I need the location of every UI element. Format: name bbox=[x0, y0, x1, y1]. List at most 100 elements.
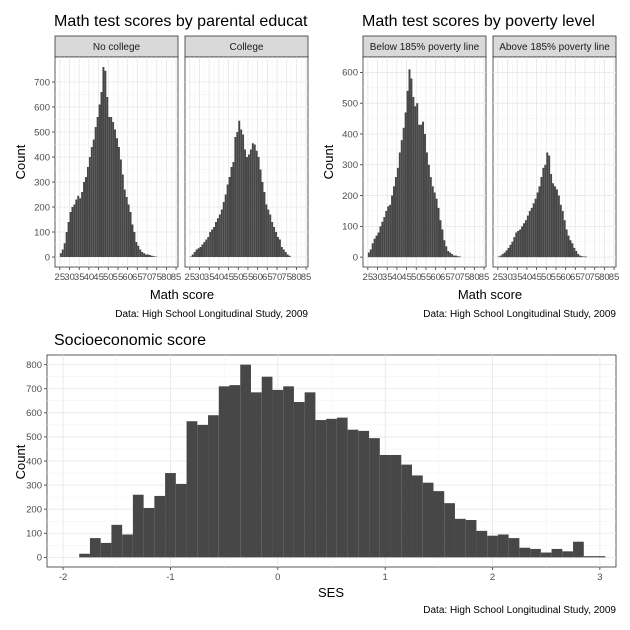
chart-3-bar bbox=[454, 518, 466, 558]
chart-3-y-tick-label: 0 bbox=[37, 553, 42, 564]
chart-2-panel-2-bar bbox=[546, 152, 549, 258]
chart-1-panel-2-bar bbox=[255, 150, 258, 257]
chart-1-panel-2-bar bbox=[251, 143, 254, 257]
chart-2-panel-1-bar bbox=[449, 252, 452, 258]
chart-2-y-label: Count bbox=[321, 144, 336, 179]
chart-3-y-tick-label: 500 bbox=[26, 432, 42, 443]
chart-2-panel-2-bar bbox=[555, 189, 558, 258]
chart-1-panel-1-bar bbox=[90, 147, 93, 257]
chart-2-panel-2-bar bbox=[521, 226, 524, 258]
chart-3-title: Socioeconomic score bbox=[54, 332, 206, 349]
chart-2-panel-1-bar bbox=[431, 186, 434, 258]
chart-2-panel-2-x-tick-label: 25 bbox=[493, 272, 504, 283]
chart-3-bar bbox=[100, 542, 112, 558]
chart-3-x-tick-label: -1 bbox=[166, 572, 174, 583]
chart-1-panel-1-bar bbox=[131, 224, 134, 257]
chart-3-bar bbox=[594, 556, 606, 558]
chart-3-y-tick-label: 700 bbox=[26, 384, 42, 395]
chart-1-panel-1-bar bbox=[119, 159, 122, 257]
chart-2-panel-1-x-tick-label: 35 bbox=[382, 272, 393, 283]
chart-1-panel-2-x-tick-label: 65 bbox=[262, 272, 273, 283]
chart-1-panel-2-bar bbox=[203, 242, 206, 257]
chart-2-panel-2-bar bbox=[579, 255, 582, 258]
chart-2-y-tick-label: 600 bbox=[342, 68, 358, 79]
chart-1-panel-1-bar bbox=[77, 195, 80, 257]
chart-1-panel-1-bar bbox=[127, 204, 130, 257]
chart-1-panel-2-bar bbox=[277, 237, 279, 257]
chart-2-panel-2-bar bbox=[526, 215, 529, 258]
chart-2-panel-1-bar bbox=[418, 124, 421, 258]
chart-1-panel-1-bar bbox=[108, 117, 111, 257]
chart-3-bar bbox=[229, 385, 241, 558]
chart-1-panel-2-bar bbox=[275, 232, 278, 257]
chart-2-panel-1-x-tick-label: 75 bbox=[459, 272, 470, 283]
chart-2-panel-2-bar bbox=[573, 247, 576, 258]
chart-1-panel-2-x-tick-label: 60 bbox=[252, 272, 263, 283]
chart-2-panel-2-bar bbox=[585, 256, 587, 258]
chart-1-panel-1-bar bbox=[71, 207, 74, 257]
chart-1-panel-2-bar bbox=[218, 214, 221, 257]
chart-2-panel-2-bar bbox=[513, 237, 516, 258]
chart-1-panel-2-x-tick-label: 40 bbox=[214, 272, 225, 283]
chart-2-panel-1-x-tick-label: 50 bbox=[411, 272, 422, 283]
chart-1-panel-2-bar bbox=[253, 144, 256, 257]
chart-2-panel-1-x-tick-label: 70 bbox=[450, 272, 461, 283]
chart-3-bar bbox=[122, 534, 133, 558]
chart-2-panel-2-x-tick-label: 65 bbox=[570, 272, 581, 283]
chart-2-panel-2-bar bbox=[505, 250, 508, 258]
chart-1-panel-2-bar bbox=[246, 157, 248, 257]
chart-1-panel-2-bar bbox=[193, 252, 196, 257]
chart-2-panel-1-bar bbox=[424, 133, 426, 258]
chart-2-panel-1-bar bbox=[406, 90, 409, 258]
chart-3-bar bbox=[250, 392, 262, 558]
chart-2-panel-2-bar bbox=[565, 229, 568, 258]
chart-2-panel-1-bar bbox=[441, 229, 444, 258]
chart-3-x-tick-label: 2 bbox=[490, 572, 495, 583]
chart-1-panel-2-bar bbox=[232, 162, 235, 257]
chart-2-panel-1-bar bbox=[439, 220, 442, 258]
chart-1-panel-2-bar bbox=[209, 232, 212, 257]
chart-2-panel-2-bar bbox=[557, 195, 560, 258]
chart-1-panel-1-bar bbox=[117, 147, 120, 257]
chart-2-panel-1-bar bbox=[402, 127, 405, 258]
chart-1-panel-2-bar bbox=[236, 132, 239, 257]
chart-2-panel-2-x-tick-label: 85 bbox=[609, 272, 620, 283]
chart-1-caption: Data: High School Longitudinal Study, 20… bbox=[115, 309, 308, 320]
chart-1-panel-2-bar bbox=[234, 137, 237, 257]
chart-3-bar bbox=[379, 454, 391, 558]
chart-1-panel-1-bar bbox=[65, 232, 68, 257]
chart-1-panel-2-bar bbox=[199, 247, 202, 257]
chart-1-panel-1-bar bbox=[133, 232, 136, 257]
chart-2-panel-1-bar bbox=[389, 204, 392, 258]
chart-2-panel-2-bar bbox=[528, 210, 531, 258]
chart-3-bar bbox=[487, 535, 498, 558]
chart-2-panel-1-bar bbox=[433, 192, 436, 258]
chart-1-panel-1-x-tick-label: 65 bbox=[132, 272, 143, 283]
chart-1-y-tick-label: 200 bbox=[34, 202, 50, 213]
chart-1-panel-2-x-tick-label: 25 bbox=[185, 272, 196, 283]
chart-3-bar bbox=[369, 438, 380, 558]
chart-2-panel-2-bar bbox=[511, 241, 514, 258]
chart-2-panel-2-x-tick-label: 75 bbox=[589, 272, 600, 283]
chart-2-panel-1-bar bbox=[404, 112, 407, 258]
chart-1-y-tick-label: 100 bbox=[34, 227, 50, 238]
chart-2-panel-1-bar bbox=[375, 235, 378, 258]
chart-2-panel-2-bar bbox=[519, 229, 522, 258]
chart-1-panel-2-x-tick-label: 50 bbox=[233, 272, 244, 283]
chart-2-panel-2-x-tick-label: 60 bbox=[560, 272, 571, 283]
chart-3-bar bbox=[422, 482, 434, 558]
chart-1-panel-1-bar bbox=[148, 255, 151, 257]
chart-3-bar bbox=[401, 464, 413, 558]
chart-2-panel-1-bar bbox=[410, 78, 413, 258]
chart-3-bar bbox=[315, 420, 327, 558]
chart-3-y-tick-label: 400 bbox=[26, 456, 42, 467]
chart-1-panel-1-bar bbox=[102, 67, 105, 257]
chart-3-y-tick-label: 600 bbox=[26, 408, 42, 419]
chart-3-bar bbox=[272, 389, 284, 558]
chart-1-panel-2-bar bbox=[226, 184, 229, 257]
chart-2-panel-1-bar bbox=[451, 254, 454, 258]
chart-1-panel-2-bar bbox=[267, 209, 270, 257]
chart-3-bar bbox=[412, 475, 423, 558]
chart-1-panel-1-bar bbox=[114, 129, 117, 257]
chart-2-panel-2-bar bbox=[583, 256, 586, 258]
